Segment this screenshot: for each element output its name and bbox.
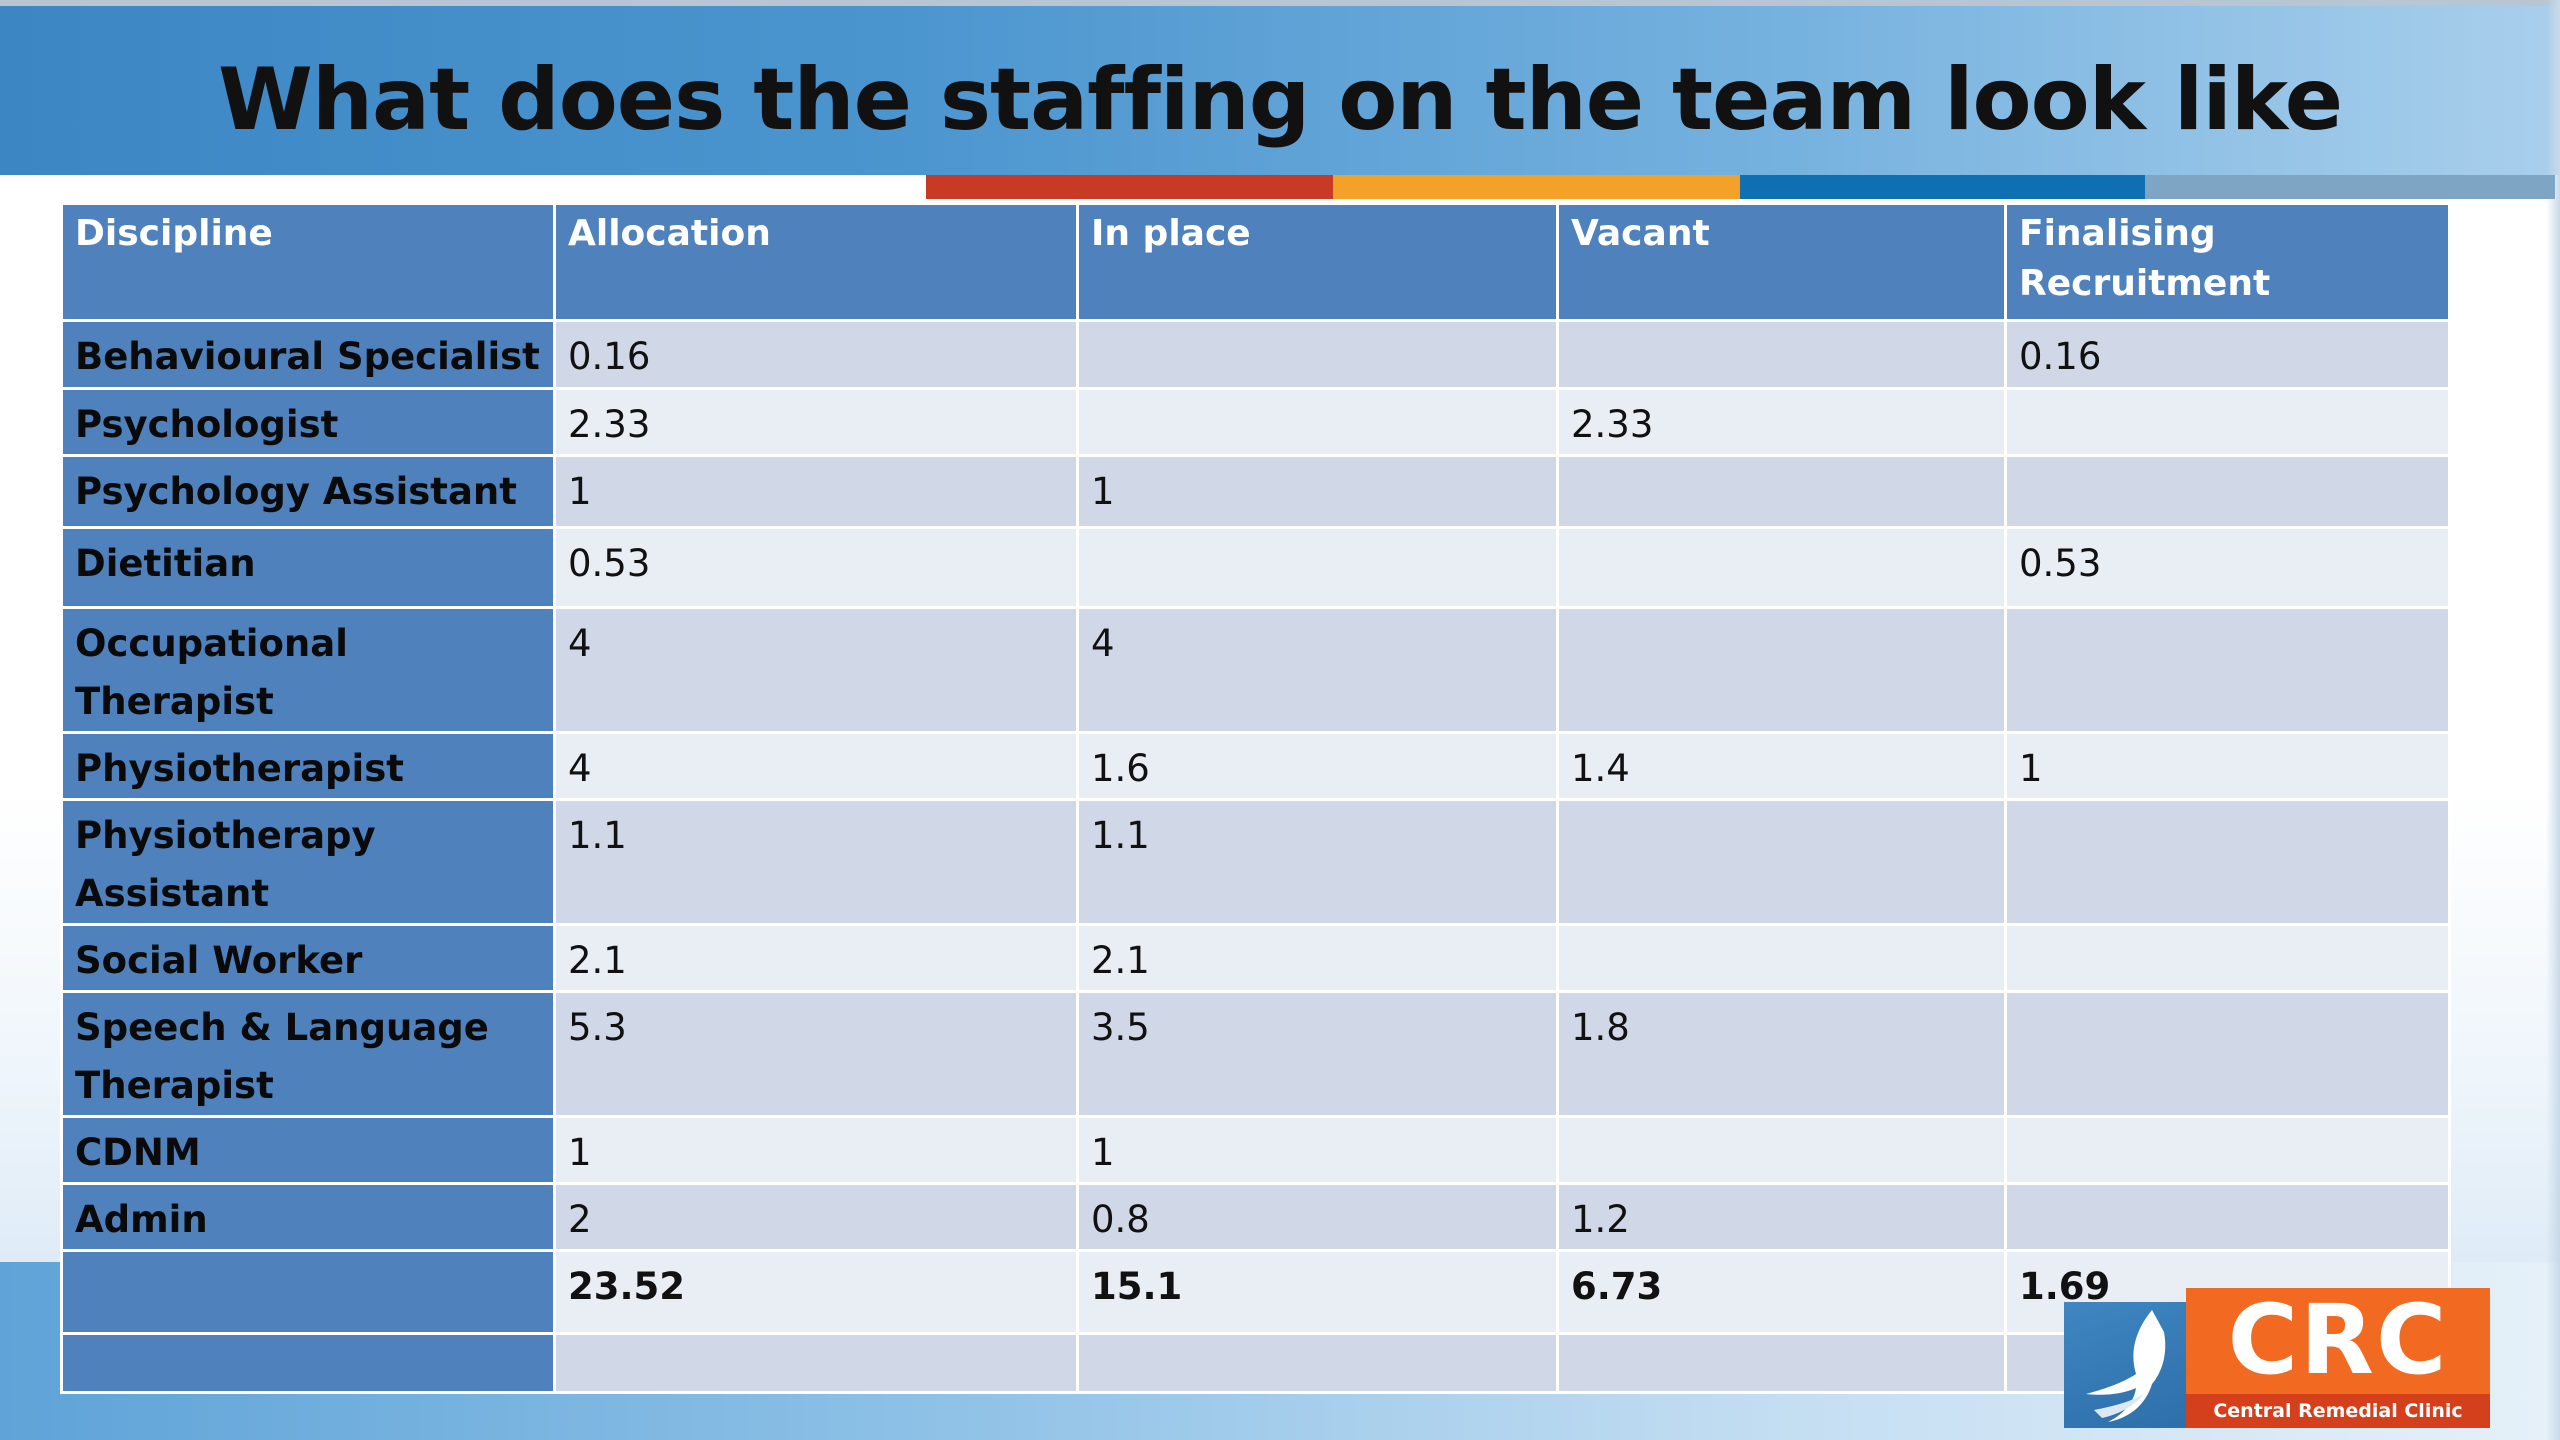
finalising-cell: 0.16 (2004, 319, 2451, 390)
allocation-cell: 2 (553, 1182, 1079, 1252)
in-place-cell: 3.5 (1076, 990, 1559, 1118)
vacant-cell (1556, 319, 2007, 390)
table-row: Dietitian 0.53 0.53 (60, 526, 2451, 609)
finalising-cell (2004, 1182, 2451, 1252)
in-place-cell: 1.1 (1076, 798, 1559, 926)
discipline-cell (60, 1332, 556, 1394)
in-place-cell: 2.1 (1076, 923, 1559, 993)
logo-icon-panel (2064, 1302, 2186, 1428)
discipline-cell (60, 1249, 556, 1335)
staffing-table: Discipline Allocation In place Vacant Fi… (60, 202, 2451, 1394)
vacant-cell: 1.2 (1556, 1182, 2007, 1252)
discipline-cell: CDNM (60, 1115, 556, 1185)
allocation-cell: 2.1 (553, 923, 1079, 993)
in-place-total: 15.1 (1076, 1249, 1559, 1335)
vacant-cell (1556, 526, 2007, 609)
in-place-cell: 0.8 (1076, 1182, 1559, 1252)
accent-bar-grey (2145, 175, 2555, 199)
finalising-cell (2004, 798, 2451, 926)
finalising-cell (2004, 606, 2451, 734)
in-place-cell (1076, 387, 1559, 457)
vacant-cell: 2.33 (1556, 387, 2007, 457)
allocation-cell: 0.53 (553, 526, 1079, 609)
table-row: Psychology Assistant 1 1 (60, 454, 2451, 529)
header-in-place: In place (1076, 202, 1559, 322)
table-row: CDNM 1 1 (60, 1115, 2451, 1185)
allocation-cell: 0.16 (553, 319, 1079, 390)
finalising-cell (2004, 387, 2451, 457)
in-place-cell (1076, 319, 1559, 390)
vacant-cell (1556, 798, 2007, 926)
discipline-cell: Physiotherapy Assistant (60, 798, 556, 926)
table-row: Admin 2 0.8 1.2 (60, 1182, 2451, 1252)
in-place-cell: 4 (1076, 606, 1559, 734)
finalising-cell: 0.53 (2004, 526, 2451, 609)
in-place-cell: 1 (1076, 1115, 1559, 1185)
vacant-cell (1556, 454, 2007, 529)
slide-title: What does the staffing on the team look … (217, 50, 2343, 150)
in-place-cell (1076, 1332, 1559, 1394)
header-vacant: Vacant (1556, 202, 2007, 322)
discipline-cell: Physiotherapist (60, 731, 556, 801)
table-row: Social Worker 2.1 2.1 (60, 923, 2451, 993)
vacant-cell: 1.8 (1556, 990, 2007, 1118)
finalising-cell (2004, 990, 2451, 1118)
vacant-cell (1556, 606, 2007, 734)
vacant-cell (1556, 1115, 2007, 1185)
logo-letters: CRC (2227, 1284, 2449, 1396)
accent-bar-blue (1740, 175, 2145, 199)
table-header-row: Discipline Allocation In place Vacant Fi… (60, 202, 2451, 322)
discipline-cell: Admin (60, 1182, 556, 1252)
allocation-total: 23.52 (553, 1249, 1079, 1335)
allocation-cell: 5.3 (553, 990, 1079, 1118)
discipline-cell: Speech & Language Therapist (60, 990, 556, 1118)
vacant-total: 6.73 (1556, 1249, 2007, 1335)
finalising-cell (2004, 923, 2451, 993)
logo-subtitle: Central Remedial Clinic (2186, 1394, 2490, 1428)
allocation-cell: 2.33 (553, 387, 1079, 457)
table-row: Speech & Language Therapist 5.3 3.5 1.8 (60, 990, 2451, 1118)
vacant-cell: 1.4 (1556, 731, 2007, 801)
accent-bar-red (926, 175, 1333, 199)
bird-icon (2086, 1310, 2166, 1422)
table-row: Psychologist 2.33 2.33 (60, 387, 2451, 457)
accent-bar-orange (1333, 175, 1740, 199)
table-row: Behavioural Specialist 0.16 0.16 (60, 319, 2451, 390)
finalising-cell (2004, 454, 2451, 529)
header-finalising-recruitment: Finalising Recruitment (2004, 202, 2451, 322)
header-discipline: Discipline (60, 202, 556, 322)
finalising-cell: 1 (2004, 731, 2451, 801)
vacant-cell (1556, 1332, 2007, 1394)
title-band (0, 0, 2560, 175)
allocation-cell: 4 (553, 606, 1079, 734)
header-allocation: Allocation (553, 202, 1079, 322)
finalising-cell (2004, 1115, 2451, 1185)
table-row: Physiotherapist 4 1.6 1.4 1 (60, 731, 2451, 801)
table-row: Occupational Therapist 4 4 (60, 606, 2451, 734)
in-place-cell (1076, 526, 1559, 609)
allocation-cell: 1 (553, 1115, 1079, 1185)
allocation-cell: 1.1 (553, 798, 1079, 926)
table-row: Physiotherapy Assistant 1.1 1.1 (60, 798, 2451, 926)
in-place-cell: 1 (1076, 454, 1559, 529)
crc-logo: CRC Central Remedial Clinic (2064, 1288, 2490, 1428)
discipline-cell: Psychologist (60, 387, 556, 457)
logo-text-panel: CRC Central Remedial Clinic (2186, 1288, 2490, 1428)
vacant-cell (1556, 923, 2007, 993)
in-place-cell: 1.6 (1076, 731, 1559, 801)
discipline-cell: Behavioural Specialist (60, 319, 556, 390)
discipline-cell: Occupational Therapist (60, 606, 556, 734)
allocation-cell: 4 (553, 731, 1079, 801)
discipline-cell: Social Worker (60, 923, 556, 993)
allocation-cell: 1 (553, 454, 1079, 529)
top-edge (0, 0, 2560, 6)
discipline-cell: Dietitian (60, 526, 556, 609)
right-edge (2546, 0, 2560, 1440)
allocation-cell (553, 1332, 1079, 1394)
discipline-cell: Psychology Assistant (60, 454, 556, 529)
